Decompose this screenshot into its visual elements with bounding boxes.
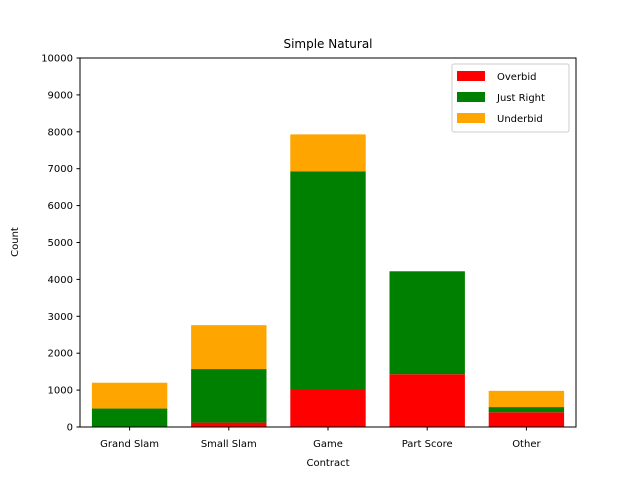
legend-swatch-just-right [457,92,485,102]
x-tick-label: Game [313,439,343,450]
legend-swatch-underbid [457,113,485,123]
legend-swatch-overbid [457,71,485,81]
x-tick-label: Grand Slam [100,439,159,450]
y-tick-label: 10000 [41,54,73,65]
x-tick-label: Small Slam [201,439,257,450]
y-tick-label: 3000 [48,312,73,323]
axes-group: 0 1000 2000 3000 4000 5000 6000 7000 8000 9000 100… [41,54,577,450]
legend-label-overbid: Overbid [497,72,537,83]
bar-just-right-other [488,407,565,413]
y-axis-label: Count [10,227,21,257]
bar-overbid-game [290,388,366,427]
bar-underbid-other [488,390,565,408]
bar-underbid-game [290,134,366,172]
legend-label-underbid: Underbid [497,114,543,125]
y-tick-label: 0 [67,423,73,434]
bar-just-right-small-slam [191,369,267,423]
y-tick-label: 9000 [48,90,73,101]
y-tick-label: 2000 [48,349,73,360]
bar-underbid-small-slam [191,325,267,370]
bar-just-right-part-score [389,271,465,375]
x-axis-label: Contract [306,458,349,469]
y-tick-label: 6000 [48,201,73,212]
x-tick-label: Other [512,439,541,450]
bar-overbid-other [488,412,565,427]
y-tick-label: 4000 [48,275,73,286]
bar-just-right-game [290,171,366,389]
legend-label-just-right: Just Right [496,93,545,104]
bar-underbid-grand-slam [91,382,168,409]
y-tick-label: 7000 [48,164,73,175]
y-tick-label: 8000 [48,127,73,138]
bar-overbid-small-slam [191,422,267,427]
chart-title: Simple Natural [283,37,372,51]
y-tick-label: 1000 [48,386,73,397]
x-tick-label: Part Score [402,439,453,450]
bar-overbid-part-score [389,374,465,427]
bar-just-right-grand-slam [91,408,168,427]
y-tick-label: 5000 [48,238,73,249]
legend: Overbid Just Right Underbid [451,63,570,133]
bars-group [91,134,565,427]
